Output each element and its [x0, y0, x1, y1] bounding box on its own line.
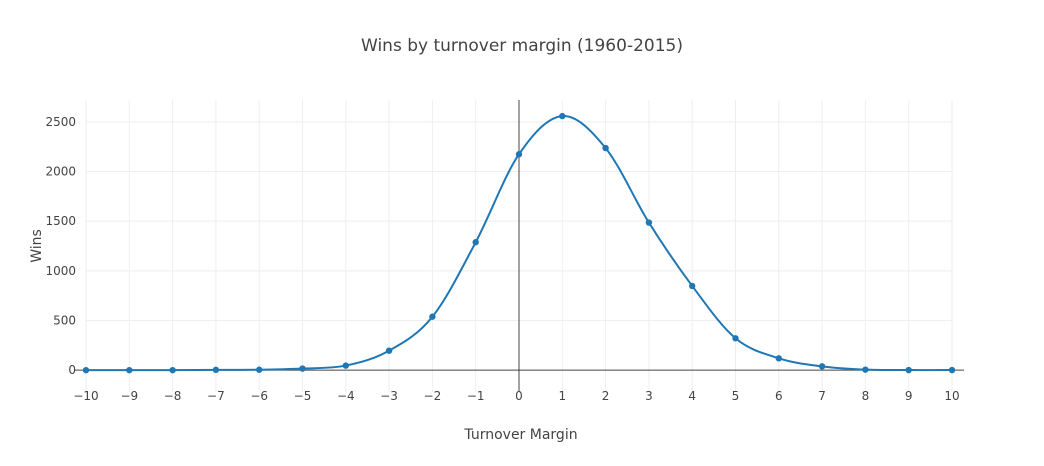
x-tick-label: 5	[732, 389, 740, 403]
x-tick-label: 1	[558, 389, 566, 403]
x-tick-label: 0	[515, 389, 523, 403]
x-axis-title: Turnover Margin	[463, 427, 577, 443]
y-tick-label: 500	[53, 313, 76, 327]
data-point[interactable]	[905, 366, 912, 374]
data-point[interactable]	[472, 239, 479, 246]
data-point[interactable]	[299, 365, 306, 372]
y-tick-label: 2500	[45, 115, 76, 129]
data-point[interactable]	[689, 282, 696, 290]
data-point[interactable]	[429, 313, 436, 320]
x-tick-label: −2	[424, 389, 442, 403]
data-point[interactable]	[948, 366, 956, 374]
x-tick-label: 3	[645, 389, 653, 403]
x-tick-label: −8	[164, 389, 182, 403]
y-tick-label: 1000	[45, 264, 76, 278]
data-point[interactable]	[775, 355, 782, 362]
data-point[interactable]	[602, 144, 609, 152]
data-point[interactable]	[256, 366, 263, 373]
data-point[interactable]	[169, 366, 176, 374]
x-tick-label: −6	[250, 389, 268, 403]
x-tick-labels: −10 −9 −8 −7 −6 −5 −4 −3 −2 −1 0 1 2 3 4 5 6 7 8 9 10	[73, 389, 959, 403]
x-tick-label: 2	[602, 389, 610, 403]
y-axis-title: Wins	[29, 229, 45, 263]
x-tick-label: −10	[73, 389, 98, 403]
chart-title: Wins by turnover margin (1960-2015)	[361, 36, 683, 56]
y-tick-labels: 0 500 1000 1500 2000 2500	[45, 115, 76, 377]
data-point[interactable]	[212, 366, 220, 374]
data-point[interactable]	[645, 219, 653, 226]
zero-lines	[74, 100, 964, 392]
x-tick-label: 10	[944, 389, 959, 403]
y-tick-label: 2000	[45, 165, 76, 179]
x-tick-label: 9	[905, 389, 913, 403]
data-point[interactable]	[732, 335, 739, 342]
data-point[interactable]	[342, 362, 349, 369]
x-tick-label: 8	[862, 389, 870, 403]
data-point[interactable]	[126, 366, 133, 374]
data-point[interactable]	[385, 347, 393, 354]
x-tick-label: 6	[775, 389, 783, 403]
y-tick-label: 1500	[45, 214, 76, 228]
x-tick-label: 7	[818, 389, 826, 403]
data-point[interactable]	[515, 151, 523, 158]
data-point[interactable]	[82, 366, 90, 374]
data-point[interactable]	[559, 112, 566, 120]
x-tick-label: −7	[207, 389, 225, 403]
data-point[interactable]	[862, 366, 869, 373]
x-tick-label: −1	[467, 389, 485, 403]
x-tick-label: −3	[380, 389, 398, 403]
x-tick-label: −4	[337, 389, 355, 403]
y-tick-label: 0	[68, 363, 76, 377]
x-tick-label: −9	[120, 389, 138, 403]
data-point[interactable]	[818, 363, 826, 370]
x-tick-label: −5	[294, 389, 312, 403]
x-tick-label: 4	[688, 389, 696, 403]
series-layer	[82, 112, 956, 374]
